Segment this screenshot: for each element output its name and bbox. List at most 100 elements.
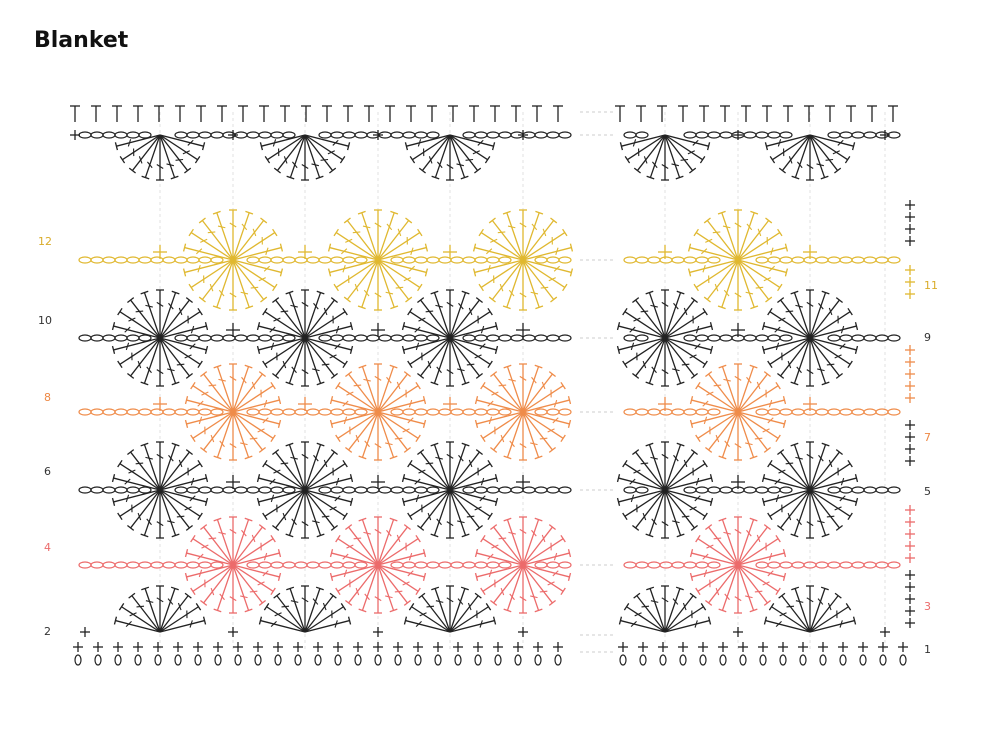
stitch: [210, 434, 215, 443]
stitch: [724, 440, 730, 448]
stitch: [806, 369, 814, 375]
stitch: [304, 292, 322, 339]
stitch: [377, 519, 395, 566]
stitch: [737, 212, 755, 261]
chain: [699, 654, 707, 666]
stitch: [718, 364, 727, 369]
stitch: [548, 446, 556, 453]
stitch: [672, 368, 680, 372]
stitch: [449, 299, 480, 339]
chain: [378, 334, 392, 342]
stitch: [285, 533, 294, 538]
stitch: [522, 232, 566, 261]
stitch: [332, 139, 339, 146]
stitch: [754, 437, 763, 440]
chain: [474, 654, 482, 666]
stitch: [828, 459, 833, 468]
stitch: [695, 477, 700, 486]
stitch: [159, 619, 205, 633]
stitch: [449, 489, 480, 529]
stitch: [775, 434, 781, 443]
stitch: [232, 564, 263, 604]
stitch: [790, 442, 799, 447]
chain: [683, 486, 697, 494]
stitch: [329, 354, 337, 359]
chain: [402, 131, 416, 139]
stitch: [361, 519, 379, 566]
stitch: [763, 325, 811, 339]
stitch: [244, 608, 253, 613]
stitch: [820, 586, 829, 591]
stitch: [777, 524, 785, 531]
stitch: [632, 372, 640, 379]
stitch: [781, 134, 811, 171]
stitch: [335, 381, 341, 390]
stitch: [394, 590, 403, 593]
stitch: [749, 608, 758, 613]
stitch: [258, 446, 266, 453]
stitch: [834, 167, 842, 174]
stitch: [190, 325, 195, 334]
chain: [138, 334, 152, 342]
stitch: [796, 366, 802, 374]
stitch: [475, 372, 483, 379]
stitch: [189, 343, 196, 350]
stitch: [168, 454, 174, 462]
stitch: [531, 223, 538, 231]
stitch: [535, 210, 544, 215]
stitch: [210, 587, 215, 596]
stitch: [313, 302, 319, 310]
chain: [534, 654, 542, 666]
stitch: [343, 217, 351, 224]
stitch: [407, 459, 413, 468]
stitch: [389, 517, 398, 522]
stitch: [290, 456, 298, 460]
stitch: [503, 364, 512, 369]
stitch: [485, 603, 492, 611]
chain: [258, 486, 272, 494]
stitch: [408, 399, 413, 408]
stitch: [404, 142, 409, 151]
stitch: [119, 311, 161, 339]
chain: [534, 561, 548, 569]
stitch: [192, 538, 234, 566]
stitch: [756, 381, 761, 390]
stitch: [616, 345, 621, 354]
stitch: [548, 524, 556, 531]
chain: [839, 486, 853, 494]
row-label: 4: [44, 541, 51, 554]
stitch: [456, 163, 465, 167]
stitch: [156, 164, 164, 169]
chain: [879, 654, 887, 666]
stitch: [809, 444, 827, 491]
stitch: [128, 167, 136, 174]
stitch: [750, 305, 759, 310]
stitch: [691, 552, 739, 566]
stitch: [130, 451, 161, 491]
stitch: [845, 603, 852, 611]
stitch: [534, 608, 543, 613]
stitch: [503, 608, 512, 613]
stitch: [377, 538, 419, 566]
stitch: [692, 139, 699, 146]
stitch: [232, 411, 280, 425]
stitch: [113, 489, 161, 503]
stitch: [145, 456, 153, 460]
stitch: [837, 139, 844, 146]
chain: [198, 256, 212, 264]
chain: [791, 561, 805, 569]
stitch: [200, 446, 208, 453]
stitch: [188, 228, 194, 237]
stitch: [304, 489, 335, 529]
chain: [827, 408, 841, 416]
stitch: [201, 391, 209, 396]
stitch: [480, 259, 524, 288]
stitch: [633, 167, 641, 174]
stitch: [478, 228, 484, 237]
stitch: [702, 307, 708, 316]
stitch: [650, 456, 658, 460]
stitch: [522, 519, 540, 566]
stitch: [689, 354, 697, 359]
stitch: [170, 586, 179, 591]
stitch: [477, 139, 484, 146]
